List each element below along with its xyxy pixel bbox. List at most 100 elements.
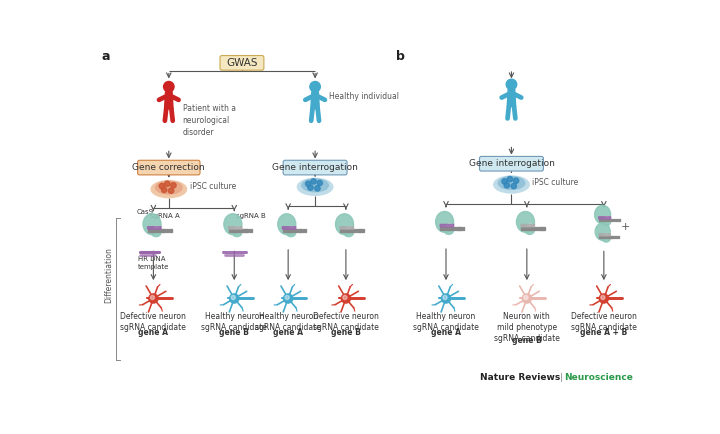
Text: gene B: gene B [512, 335, 541, 345]
Ellipse shape [151, 181, 186, 197]
Bar [456, 227, 457, 230]
Text: Cas9: Cas9 [137, 209, 153, 215]
Circle shape [284, 294, 293, 303]
Circle shape [165, 181, 170, 187]
Circle shape [506, 79, 517, 90]
Circle shape [315, 186, 320, 191]
Text: Defective neuron
sgRNA candidate: Defective neuron sgRNA candidate [313, 312, 379, 332]
FancyBboxPatch shape [220, 56, 264, 70]
Circle shape [504, 183, 510, 188]
Circle shape [161, 187, 167, 193]
Ellipse shape [494, 176, 529, 193]
Bar [607, 219, 608, 221]
FancyBboxPatch shape [440, 224, 454, 227]
Ellipse shape [286, 228, 296, 237]
Bar [166, 229, 167, 232]
Circle shape [513, 178, 519, 183]
Circle shape [511, 183, 516, 189]
Bar [544, 227, 545, 230]
Circle shape [341, 294, 351, 303]
Bar [240, 229, 241, 232]
Text: Neuron with
mild phenotype
sgRNA candidate: Neuron with mild phenotype sgRNA candida… [494, 312, 559, 343]
Bar [358, 229, 359, 232]
Bar [287, 229, 289, 232]
Circle shape [310, 82, 320, 92]
Ellipse shape [278, 214, 296, 234]
Bar [612, 236, 613, 238]
Bar [248, 229, 250, 232]
Ellipse shape [156, 181, 182, 194]
Ellipse shape [436, 211, 454, 232]
Bar [163, 229, 165, 232]
Circle shape [317, 180, 323, 186]
Bar [347, 229, 348, 232]
Bar [609, 219, 610, 221]
Bar [294, 229, 295, 232]
Text: sgRNA A: sgRNA A [150, 213, 179, 219]
Bar [614, 236, 616, 238]
Ellipse shape [297, 178, 333, 195]
FancyBboxPatch shape [148, 227, 161, 229]
Bar [615, 219, 616, 221]
Bar [283, 229, 284, 232]
Ellipse shape [289, 227, 294, 231]
Text: gene A: gene A [431, 328, 461, 337]
Bar [541, 227, 543, 230]
Bar [605, 236, 606, 238]
Bar [159, 229, 161, 232]
Bar [523, 227, 525, 230]
Bar [463, 227, 464, 230]
FancyBboxPatch shape [228, 227, 242, 229]
Bar [168, 229, 169, 232]
FancyBboxPatch shape [340, 227, 354, 229]
Ellipse shape [235, 227, 240, 231]
Ellipse shape [595, 205, 611, 224]
Text: Defective neuron
sgRNA candidate: Defective neuron sgRNA candidate [120, 312, 186, 332]
Text: GWAS: GWAS [226, 58, 258, 68]
Circle shape [502, 179, 507, 184]
Circle shape [171, 183, 176, 188]
Circle shape [343, 296, 347, 299]
Bar [521, 227, 523, 230]
Circle shape [507, 177, 513, 182]
Bar [292, 229, 293, 232]
Bar [351, 229, 353, 232]
Circle shape [307, 185, 313, 190]
Bar [458, 227, 460, 230]
Ellipse shape [302, 179, 328, 192]
Bar [608, 236, 610, 238]
Circle shape [159, 183, 165, 189]
Text: gene A + B: gene A + B [580, 328, 627, 337]
Bar [170, 229, 171, 232]
Bar [601, 236, 603, 238]
Circle shape [285, 296, 289, 299]
Polygon shape [165, 92, 173, 109]
Text: iPSC culture: iPSC culture [532, 178, 578, 187]
Ellipse shape [143, 214, 161, 234]
Ellipse shape [446, 224, 453, 229]
Bar [242, 229, 243, 232]
Bar [305, 229, 306, 232]
Bar [618, 236, 619, 238]
Bar [153, 229, 154, 232]
Circle shape [311, 179, 316, 184]
Ellipse shape [154, 227, 160, 231]
Bar [244, 229, 246, 232]
Text: gene B: gene B [220, 328, 249, 337]
Text: Differentiation: Differentiation [104, 247, 113, 303]
Ellipse shape [151, 228, 161, 237]
Ellipse shape [444, 226, 454, 234]
Text: Nature Reviews: Nature Reviews [480, 373, 560, 381]
Ellipse shape [516, 211, 534, 232]
Text: gene B: gene B [331, 328, 361, 337]
Circle shape [230, 294, 239, 303]
Text: gene A: gene A [138, 328, 168, 337]
Bar [235, 229, 237, 232]
Bar [302, 229, 304, 232]
Text: Neuroscience: Neuroscience [564, 373, 634, 381]
Circle shape [524, 296, 528, 299]
Bar [449, 227, 451, 230]
Bar [148, 229, 149, 232]
Bar [251, 229, 253, 232]
Bar [539, 227, 541, 230]
